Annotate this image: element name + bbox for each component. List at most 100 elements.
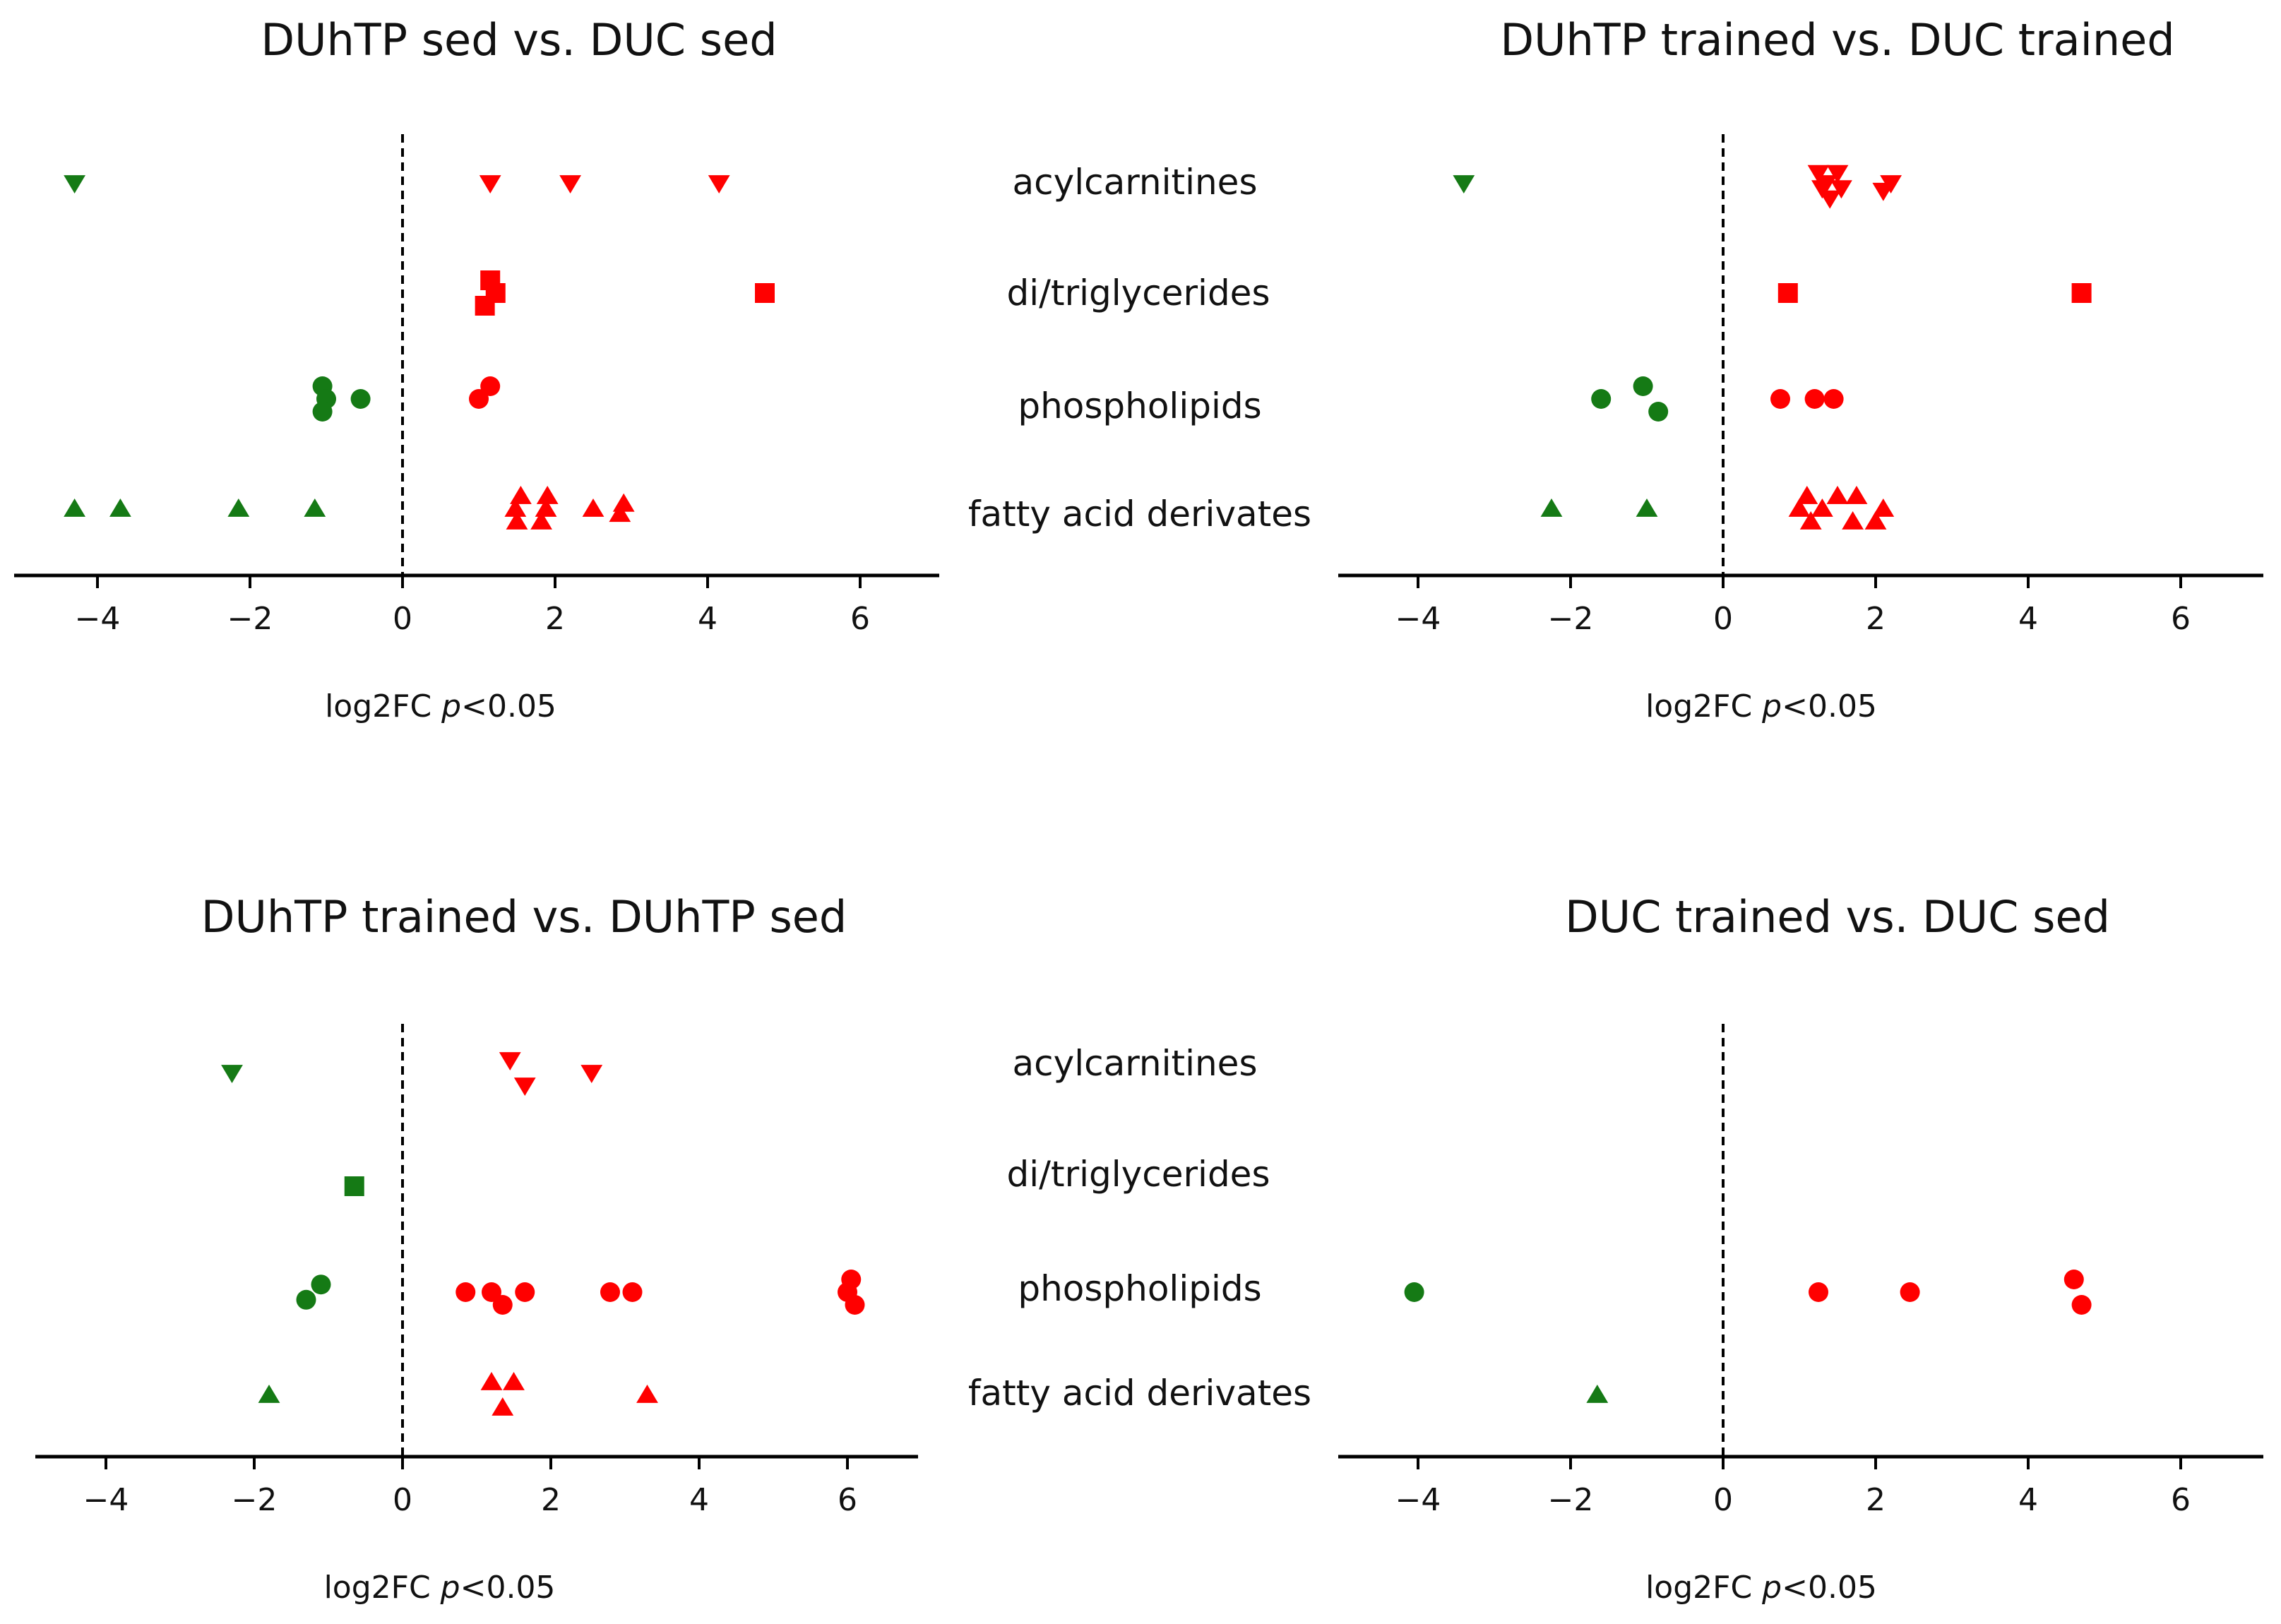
data-point-triangle-up <box>1799 511 1822 530</box>
data-point-circle <box>311 1274 331 1295</box>
data-point-triangle-down <box>499 1052 521 1070</box>
data-point-circle <box>515 1282 535 1302</box>
data-point-triangle-down <box>1453 175 1475 193</box>
data-point-triangle-down <box>559 175 581 193</box>
data-point-triangle-down <box>1826 165 1849 184</box>
data-point-triangle-up <box>1788 498 1811 517</box>
panel-2-plot: −4 −2 0 2 4 6 log2FC p<0.05 <box>1338 134 2263 724</box>
data-point-triangle-up <box>227 498 250 517</box>
data-point-circle <box>1404 1282 1424 1302</box>
category-label-diglycerides-top: di/triglycerides <box>1007 273 1270 314</box>
data-point-triangle-up <box>1845 486 1868 504</box>
data-point-triangle-down <box>1872 182 1895 201</box>
data-point-triangle-up <box>492 1397 514 1416</box>
data-point-triangle-up <box>1540 498 1563 517</box>
x-tick-label: 6 <box>2171 601 2191 637</box>
panel-4-title: DUC trained vs. DUC sed <box>1565 891 2110 943</box>
data-point-circle <box>469 389 489 409</box>
data-point-circle <box>312 402 333 422</box>
data-point-triangle-up <box>1586 1385 1609 1403</box>
data-point-triangle-down <box>1830 180 1852 199</box>
panel-2-title: DUhTP trained vs. DUC trained <box>1500 14 2174 66</box>
x-tick-label: 4 <box>2018 1482 2038 1518</box>
data-point-circle <box>1770 389 1790 409</box>
x-tick-label: 4 <box>2018 601 2038 637</box>
panel-3-title: DUhTP trained vs. DUhTP sed <box>201 891 847 943</box>
data-point-circle <box>1823 389 1844 409</box>
data-point-triangle-up <box>535 498 557 517</box>
data-point-circle <box>350 389 371 409</box>
data-point-triangle-up <box>304 498 326 517</box>
x-tick-label: −2 <box>1548 601 1594 637</box>
x-axis-label: log2FC p<0.05 <box>324 1570 556 1606</box>
data-point-circle <box>492 1295 513 1315</box>
data-point-triangle-up <box>530 511 552 530</box>
data-point-triangle-up <box>536 486 559 504</box>
x-tick-label: 6 <box>2171 1482 2191 1518</box>
x-tick-label: 6 <box>838 1482 857 1518</box>
data-point-square <box>344 1176 364 1196</box>
x-tick-label: 0 <box>393 1482 412 1518</box>
data-point-square <box>475 296 495 316</box>
data-point-triangle-up <box>1796 486 1818 504</box>
category-label-diglycerides-bottom: di/triglycerides <box>1007 1154 1270 1195</box>
data-point-circle <box>1900 1282 1920 1302</box>
data-point-square <box>2071 283 2092 303</box>
data-point-triangle-up <box>1811 498 1833 517</box>
data-point-circle <box>1809 1282 1828 1302</box>
data-point-triangle-up <box>258 1385 280 1403</box>
data-point-triangle-up <box>1842 511 1864 530</box>
category-label-phospholipids-bottom: phospholipids <box>1018 1268 1261 1309</box>
x-tick-label: −2 <box>227 601 273 637</box>
panel-1-title: DUhTP sed vs. DUC sed <box>261 14 777 66</box>
category-label-phospholipids-top: phospholipids <box>1018 386 1261 426</box>
data-point-triangle-down <box>1811 180 1833 199</box>
data-point-circle <box>296 1289 316 1310</box>
data-point-triangle-down <box>513 1077 536 1096</box>
data-point-triangle-up <box>1872 498 1895 517</box>
data-point-circle <box>600 1282 620 1302</box>
data-point-triangle-down <box>580 1065 603 1083</box>
data-point-triangle-up <box>504 498 527 517</box>
data-point-circle <box>2063 1270 2084 1289</box>
category-label-fatty-acids-top: fatty acid derivates <box>968 494 1311 535</box>
data-point-triangle-up <box>109 498 131 517</box>
x-axis-label: log2FC p<0.05 <box>1645 688 1877 724</box>
data-point-circle <box>1804 389 1825 409</box>
panel-4-plot: −4 −2 0 2 4 6 log2FC p<0.05 <box>1338 1024 2263 1606</box>
x-tick-label: −2 <box>1548 1482 1594 1518</box>
category-label-acylcarnitines-bottom: acylcarnitines <box>1013 1043 1258 1084</box>
data-point-triangle-down <box>64 175 85 193</box>
data-point-triangle-up <box>1636 498 1658 517</box>
data-point-triangle-up <box>64 498 85 517</box>
data-point-circle <box>482 1282 501 1302</box>
x-tick-label: 4 <box>689 1482 709 1518</box>
data-point-triangle-down <box>708 175 730 193</box>
x-tick-label: 0 <box>1713 1482 1733 1518</box>
data-point-triangle-up <box>612 493 635 512</box>
data-point-triangle-up <box>503 1372 525 1390</box>
x-tick-label: 0 <box>393 601 412 637</box>
data-point-circle <box>845 1295 865 1315</box>
x-tick-label: 6 <box>850 601 870 637</box>
x-tick-label: 0 <box>1713 601 1733 637</box>
data-point-square <box>1777 283 1798 303</box>
data-point-circle <box>1591 389 1612 409</box>
data-point-circle <box>1648 402 1669 422</box>
data-point-circle <box>480 376 501 396</box>
data-point-triangle-up <box>1826 486 1849 504</box>
x-tick-label: −4 <box>75 601 121 637</box>
x-tick-label: 2 <box>545 601 565 637</box>
x-tick-label: −4 <box>1395 1482 1441 1518</box>
x-tick-label: 2 <box>1866 1482 1886 1518</box>
x-tick-label: 4 <box>698 601 717 637</box>
x-tick-label: −2 <box>232 1482 278 1518</box>
category-label-fatty-acids-bottom: fatty acid derivates <box>968 1373 1311 1414</box>
data-point-triangle-up <box>510 486 532 504</box>
x-tick-label: 2 <box>541 1482 561 1518</box>
data-point-triangle-up <box>609 503 631 523</box>
x-axis-label: log2FC p<0.05 <box>325 688 556 724</box>
data-point-triangle-down <box>1807 165 1830 184</box>
x-tick-label: −4 <box>1395 601 1441 637</box>
